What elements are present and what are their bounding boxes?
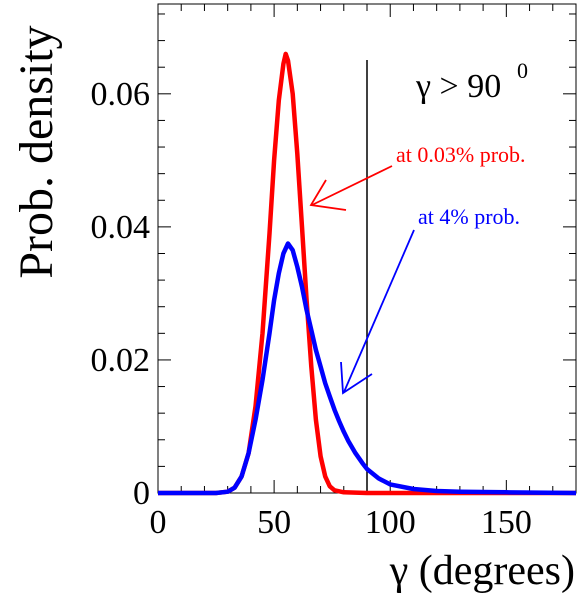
threshold-label: γ > 90 — [415, 68, 501, 105]
y-tick-label: 0 — [133, 475, 150, 512]
x-tick-label: 50 — [257, 504, 291, 541]
axis-ticks — [157, 4, 577, 494]
y-tick-label: 0.04 — [91, 209, 151, 246]
x-tick-label: 150 — [481, 504, 532, 541]
red-annotation-label: at 0.03% prob. — [396, 142, 526, 167]
y-tick-label: 0.06 — [91, 76, 151, 113]
blue-annotation-arrow-shaft — [343, 229, 415, 393]
blue-annotation-arrow-head — [340, 361, 373, 395]
y-axis-label: Prob. density — [10, 25, 63, 278]
x-axis-label: γ (degrees) — [389, 548, 575, 593]
axis-tick-labels: 0 50 100 150 0 0.02 0.04 0.06 — [91, 76, 532, 541]
series-group — [158, 51, 577, 496]
blue-annotation-label: at 4% prob. — [418, 204, 520, 229]
red-annotation-arrow-head — [309, 179, 347, 211]
y-tick-label: 0.02 — [91, 342, 151, 379]
x-tick-label: 0 — [150, 504, 167, 541]
threshold-label-exponent: 0 — [517, 58, 528, 83]
series-line-2 — [158, 241, 577, 496]
x-tick-label: 100 — [365, 504, 416, 541]
red-annotation-arrow-shaft — [311, 165, 393, 206]
